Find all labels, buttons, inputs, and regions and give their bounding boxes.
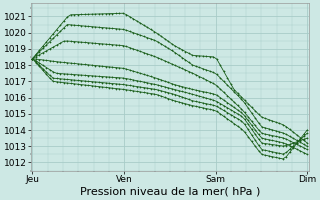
X-axis label: Pression niveau de la mer( hPa ): Pression niveau de la mer( hPa ) [80, 187, 260, 197]
